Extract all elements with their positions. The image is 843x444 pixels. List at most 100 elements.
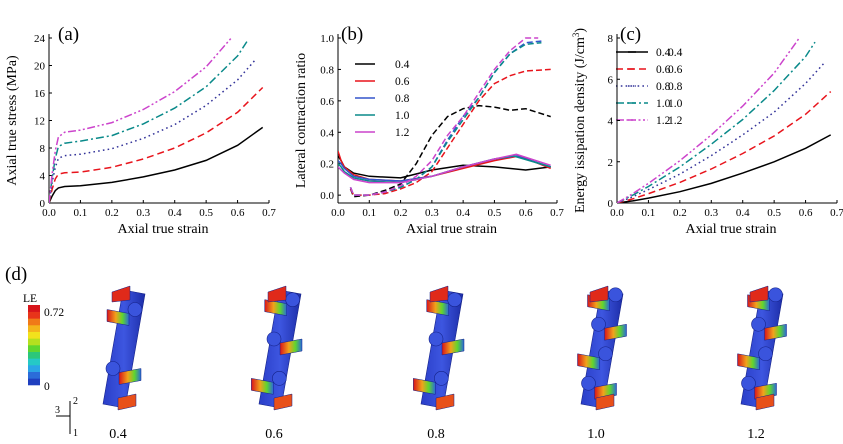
legend-label: 1.0 <box>395 110 410 122</box>
colorbar-segment <box>28 331 40 339</box>
legend-label: 0.4 <box>668 47 683 59</box>
series-line <box>617 91 832 203</box>
y-tick-label: 12 <box>34 116 45 128</box>
x-tick-label: 0.2 <box>673 207 687 219</box>
model-strut <box>764 323 787 341</box>
model-5: 1.2 <box>737 285 787 442</box>
x-axis-label: Axial true strain <box>406 222 497 237</box>
model-node <box>751 316 766 332</box>
series-line <box>49 126 264 203</box>
legend-label: 0.6 <box>656 64 671 76</box>
legend-label: 1.2 <box>668 115 683 127</box>
panel-d: (d) LE 0.72 0 2 3 1 <box>5 264 78 439</box>
legend-label: 1.2 <box>656 115 671 127</box>
model-cap-top <box>429 285 449 303</box>
series-line-dashed <box>349 104 551 198</box>
series-line <box>617 37 800 203</box>
model-node <box>608 287 623 303</box>
model-strut <box>106 309 130 326</box>
x-tick-label: 0.0 <box>610 207 624 219</box>
model-label: 0.8 <box>427 427 445 442</box>
y-tick-label: 20 <box>34 61 46 73</box>
y-tick-label: 8 <box>608 33 614 45</box>
model-node <box>434 371 449 386</box>
colorbar-segment <box>28 318 40 326</box>
colorbar-max-label: 0.72 <box>44 307 64 319</box>
triad-label-3: 3 <box>55 405 60 416</box>
colorbar-segment <box>28 311 40 319</box>
colorbar-segment <box>28 358 40 366</box>
series-line <box>617 62 825 203</box>
model-node <box>768 287 783 303</box>
y-tick-label: 1.0 <box>320 33 334 45</box>
legend-label: 0.6 <box>395 76 410 88</box>
panel-label: (b) <box>341 24 363 45</box>
model-2: 0.6 <box>251 285 303 442</box>
model-strut <box>413 378 436 395</box>
model-strut <box>441 338 465 356</box>
colorbar-segment <box>28 378 40 386</box>
chart-panel-c: 0.0 0.1 0.2 0.3 0.4 0.5 0.6 0.7 0 2 4 6 8 Axial true … <box>571 24 843 237</box>
x-tick-label: 0.6 <box>519 207 533 219</box>
model-node <box>428 331 444 347</box>
model-strut <box>737 353 760 371</box>
colorbar-segment <box>28 371 40 379</box>
model-3: 0.8 <box>413 285 465 442</box>
series-line-dashed <box>349 68 551 196</box>
x-tick-label: 0.1 <box>642 207 656 219</box>
series-line-solid <box>338 153 551 184</box>
x-axis-label: Axial true strain <box>118 222 209 237</box>
triad-label-1: 1 <box>73 428 78 439</box>
x-tick-label: 0.6 <box>799 207 813 219</box>
model-label: 1.0 <box>587 427 605 442</box>
x-tick-label: 0.4 <box>168 207 182 219</box>
y-tick-label: 6 <box>608 74 614 86</box>
x-tick-label: 0.2 <box>394 207 408 219</box>
model-node <box>105 361 121 376</box>
x-tick-label: 0.1 <box>74 207 88 219</box>
series-line-dashed <box>349 37 539 196</box>
model-cap-top <box>267 285 287 303</box>
model-label: 0.6 <box>265 427 283 442</box>
model-cap-bottom <box>595 393 615 411</box>
model-node <box>447 292 462 307</box>
model-node <box>581 375 596 391</box>
panel-label: (a) <box>58 24 79 45</box>
x-tick-label: 0.5 <box>488 207 502 219</box>
y-tick-label: 0.8 <box>320 64 334 76</box>
model-cap-top <box>749 285 769 303</box>
legend-label: 0.4 <box>395 59 410 71</box>
model-node <box>758 346 773 362</box>
colorbar-segment <box>28 325 40 332</box>
colorbar-segment <box>28 305 40 312</box>
model-node <box>127 302 143 317</box>
model-node <box>598 346 613 362</box>
model-node <box>285 292 300 307</box>
model-cap-bottom <box>435 393 455 411</box>
colorbar-min-label: 0 <box>44 381 50 393</box>
series-line <box>49 86 264 203</box>
colorbar-segment <box>28 365 40 372</box>
series-line <box>49 40 248 203</box>
legend-label: 0.4 <box>656 47 671 59</box>
x-tick-label: 0.1 <box>362 207 376 219</box>
x-tick-label: 0.3 <box>425 207 439 219</box>
series-line <box>49 37 232 203</box>
legend-label: 0.6 <box>668 64 683 76</box>
x-tick-label: 0.3 <box>704 207 718 219</box>
series-line <box>617 41 816 203</box>
y-tick-label: 0 <box>40 198 46 210</box>
legend-label: 1.0 <box>668 98 683 110</box>
x-tick-label: 0.0 <box>331 207 345 219</box>
model-strut <box>118 368 142 385</box>
model-cap-top <box>111 285 131 303</box>
model-strut <box>604 323 627 341</box>
colorbar-segment <box>28 338 40 346</box>
y-axis-label: Lateral contraction ratio <box>294 53 309 188</box>
y-tick-label: 0.0 <box>320 190 334 202</box>
legend-label: 0.8 <box>668 81 683 93</box>
legend-label: 0.8 <box>395 93 410 105</box>
x-tick-label: 0.7 <box>830 207 843 219</box>
